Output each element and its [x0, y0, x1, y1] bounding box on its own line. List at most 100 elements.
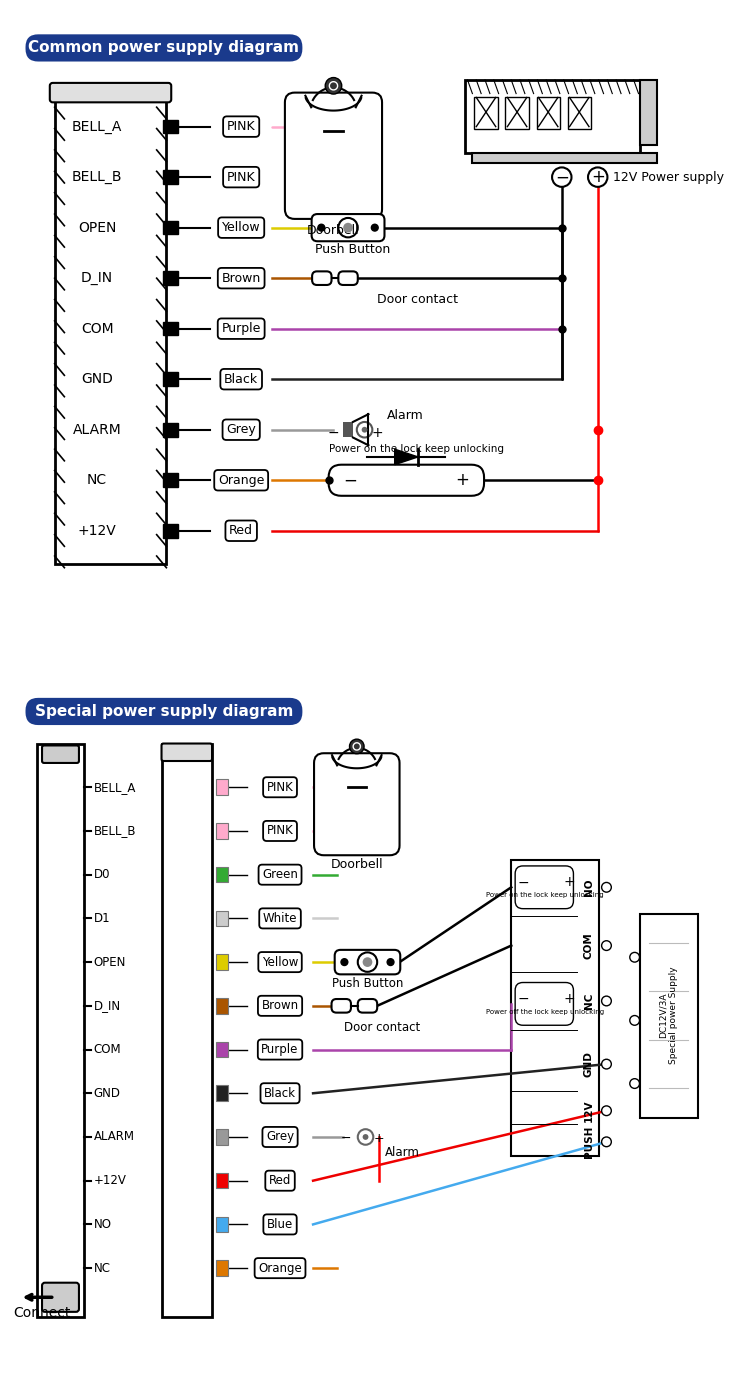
Bar — [216, 1217, 227, 1232]
Circle shape — [602, 997, 611, 1006]
Bar — [216, 1130, 227, 1145]
Text: GND: GND — [81, 373, 113, 387]
Text: PINK: PINK — [267, 780, 293, 794]
Bar — [164, 423, 178, 437]
Text: +12V: +12V — [94, 1174, 127, 1188]
Text: Black: Black — [224, 373, 258, 385]
Text: White: White — [262, 912, 297, 924]
Circle shape — [630, 1016, 640, 1026]
Text: Yellow: Yellow — [222, 222, 260, 234]
Text: NC: NC — [584, 992, 594, 1009]
Text: +: + — [564, 876, 575, 890]
Bar — [161, 743, 212, 1317]
Bar — [164, 322, 178, 335]
Circle shape — [358, 952, 377, 972]
FancyBboxPatch shape — [312, 272, 332, 286]
FancyBboxPatch shape — [161, 743, 212, 761]
Text: −: − — [555, 168, 568, 186]
Text: +: + — [564, 992, 575, 1006]
Text: 12V Power supply: 12V Power supply — [614, 170, 724, 183]
Text: D0: D0 — [94, 868, 110, 881]
Circle shape — [602, 1106, 611, 1116]
Text: Doorbell: Doorbell — [308, 225, 360, 237]
Text: NC: NC — [94, 1261, 110, 1275]
Text: −: − — [340, 1132, 351, 1145]
FancyBboxPatch shape — [358, 999, 377, 1013]
Text: NC: NC — [87, 473, 107, 488]
Text: Red: Red — [268, 1174, 291, 1188]
FancyBboxPatch shape — [311, 213, 385, 241]
Text: Grey: Grey — [226, 423, 256, 437]
Text: GND: GND — [584, 1051, 594, 1077]
Circle shape — [371, 225, 378, 231]
Bar — [164, 119, 178, 133]
Text: ALARM: ALARM — [94, 1131, 134, 1143]
Text: D1: D1 — [94, 912, 110, 924]
Text: PUSH: PUSH — [584, 1125, 594, 1159]
Bar — [216, 911, 227, 926]
FancyBboxPatch shape — [285, 93, 382, 219]
Bar — [216, 1085, 227, 1100]
Circle shape — [350, 739, 364, 754]
Circle shape — [338, 218, 358, 237]
Text: Alarm: Alarm — [385, 1146, 420, 1159]
FancyBboxPatch shape — [338, 272, 358, 286]
Bar — [216, 1173, 227, 1188]
Text: BELL_B: BELL_B — [72, 170, 122, 184]
Bar — [216, 955, 227, 970]
Text: +: + — [374, 1132, 385, 1145]
FancyBboxPatch shape — [314, 753, 400, 855]
Text: Common power supply diagram: Common power supply diagram — [28, 40, 299, 55]
Text: D_IN: D_IN — [81, 272, 113, 286]
Text: PINK: PINK — [226, 121, 256, 133]
Circle shape — [357, 421, 372, 438]
Circle shape — [362, 1134, 368, 1139]
Text: BELL_B: BELL_B — [94, 825, 136, 837]
Bar — [472, 152, 657, 162]
Bar — [568, 97, 591, 129]
Bar — [216, 998, 227, 1013]
Text: D_IN: D_IN — [94, 999, 121, 1012]
Text: COM: COM — [81, 322, 113, 335]
Circle shape — [630, 952, 640, 962]
Text: 12V: 12V — [584, 1099, 594, 1123]
Text: Red: Red — [230, 524, 254, 538]
FancyBboxPatch shape — [328, 464, 484, 496]
Bar — [164, 170, 178, 184]
Text: −: − — [517, 992, 529, 1006]
Text: Power on the lock keep unlocking: Power on the lock keep unlocking — [487, 893, 604, 898]
Bar — [164, 524, 178, 538]
Text: Purple: Purple — [221, 322, 261, 335]
Text: Purple: Purple — [261, 1044, 299, 1056]
Text: Yellow: Yellow — [262, 955, 299, 969]
Text: +12V: +12V — [78, 524, 116, 538]
Bar — [640, 913, 698, 1117]
Text: BELL_A: BELL_A — [94, 780, 136, 794]
Text: Brown: Brown — [221, 272, 261, 284]
Text: NO: NO — [94, 1218, 112, 1231]
Circle shape — [387, 959, 394, 966]
Text: Power on the lock keep unlocking: Power on the lock keep unlocking — [328, 444, 503, 455]
FancyBboxPatch shape — [334, 949, 400, 974]
Text: Connect: Connect — [13, 1306, 70, 1319]
Text: GND: GND — [94, 1087, 121, 1099]
Text: −: − — [343, 471, 357, 489]
Text: Green: Green — [262, 868, 298, 881]
Circle shape — [362, 427, 368, 432]
Circle shape — [326, 78, 342, 94]
Text: +: + — [591, 168, 604, 186]
Circle shape — [362, 958, 372, 967]
Text: Orange: Orange — [258, 1261, 302, 1275]
Circle shape — [318, 225, 325, 231]
Circle shape — [602, 883, 611, 893]
Text: OPEN: OPEN — [78, 220, 116, 234]
Bar — [344, 421, 353, 438]
Bar — [164, 220, 178, 234]
Bar — [474, 97, 498, 129]
Polygon shape — [394, 449, 418, 464]
Text: COM: COM — [584, 933, 594, 959]
Circle shape — [630, 1078, 640, 1088]
Text: BELL_A: BELL_A — [72, 119, 122, 133]
Text: Black: Black — [264, 1087, 296, 1099]
FancyBboxPatch shape — [42, 1282, 79, 1311]
